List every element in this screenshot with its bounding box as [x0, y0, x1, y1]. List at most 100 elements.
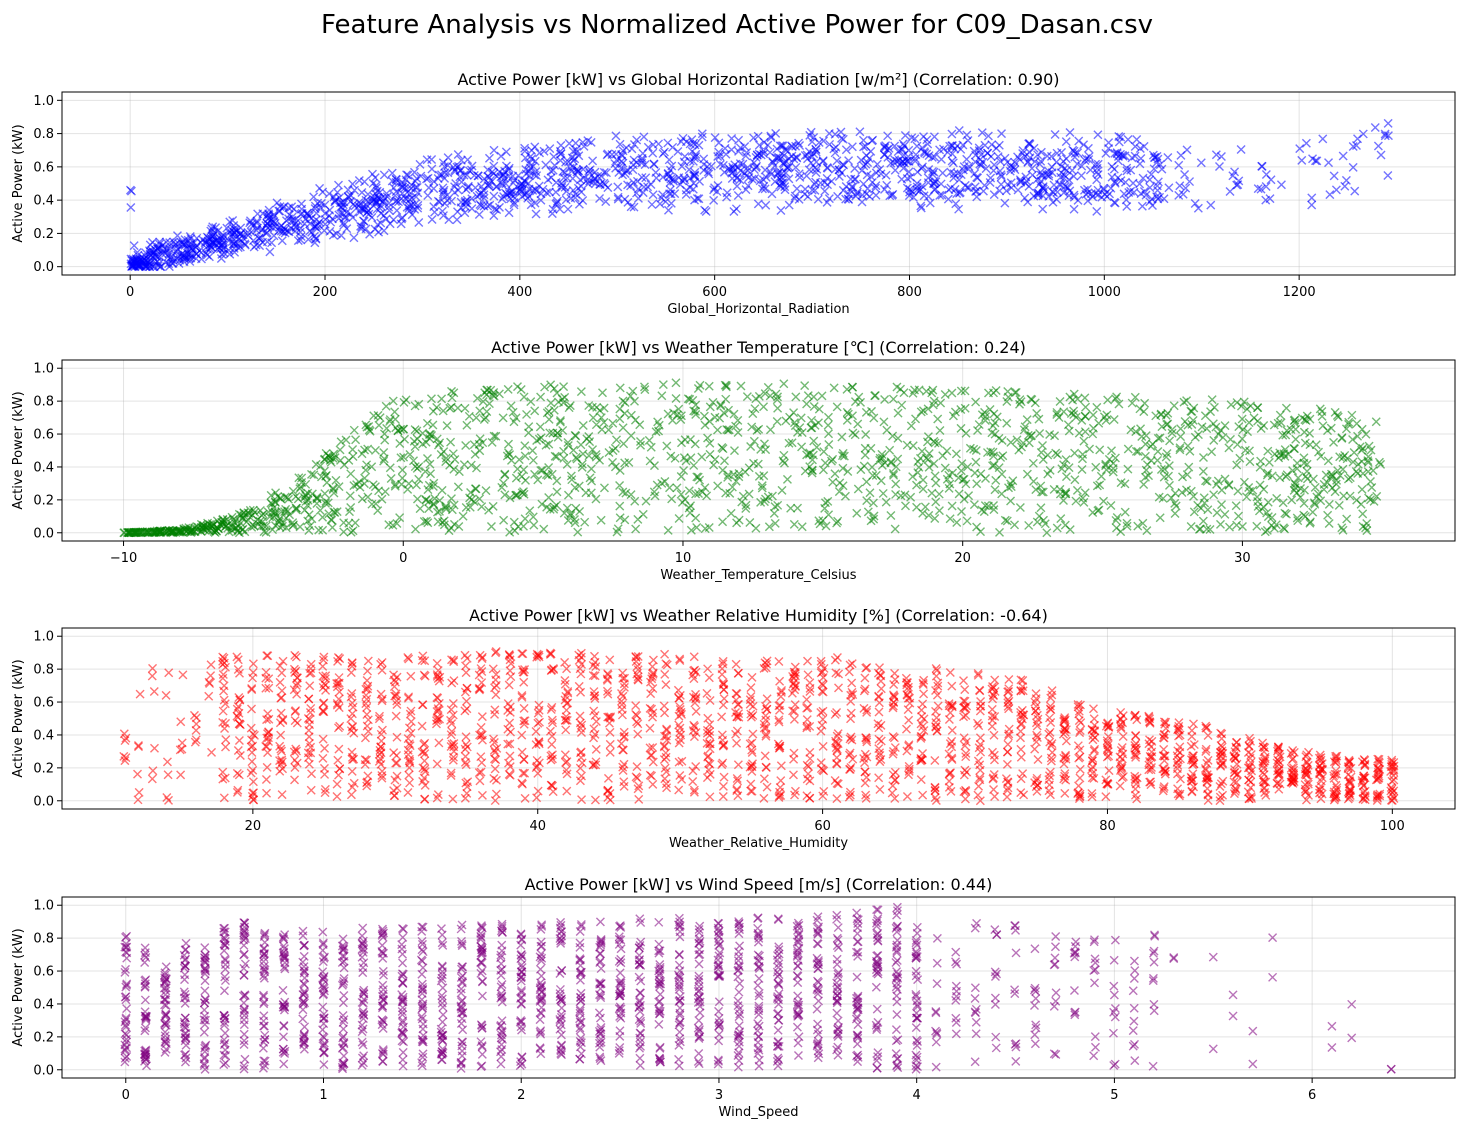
x-axis-label: Weather_Temperature_Celsius	[660, 568, 856, 583]
scatter-point	[947, 725, 957, 735]
scatter-point	[421, 495, 431, 505]
scatter-point	[660, 649, 670, 659]
scatter-point	[1042, 151, 1052, 161]
scatter-point	[791, 162, 801, 172]
scatter-point	[692, 523, 702, 533]
scatter-point	[536, 466, 546, 476]
scatter-point	[1024, 181, 1034, 191]
scatter-point	[1070, 152, 1080, 162]
scatter-point	[1123, 134, 1133, 144]
scatter-point	[732, 786, 742, 796]
scatter-point	[882, 425, 892, 435]
scatter-point	[1342, 454, 1352, 464]
scatter-point	[318, 187, 328, 197]
scatter-point	[448, 794, 458, 804]
scatter-point	[349, 425, 359, 435]
scatter-point	[320, 743, 330, 753]
scatter-point	[959, 676, 969, 686]
scatter-point	[1157, 164, 1167, 174]
scatter-point	[1383, 118, 1393, 128]
scatter-point	[491, 789, 501, 799]
scatter-point	[517, 778, 527, 788]
scatter-point	[838, 448, 848, 458]
scatter-point	[1181, 183, 1191, 193]
scatter-point	[1032, 174, 1042, 184]
scatter-point	[1095, 445, 1105, 455]
scatter-point	[777, 485, 787, 495]
scatter-point	[1053, 450, 1063, 460]
scatter-point	[920, 148, 930, 158]
scatter-point	[325, 226, 335, 236]
scatter-point	[819, 447, 829, 457]
scatter-point	[370, 189, 380, 198]
scatter-point	[126, 202, 136, 212]
scatter-point	[171, 239, 181, 249]
scatter-point	[869, 511, 879, 521]
scatter-point	[1130, 141, 1140, 151]
scatter-point	[503, 384, 513, 394]
scatter-point	[901, 724, 911, 734]
scatter-point	[994, 463, 1004, 473]
scatter-point	[1141, 439, 1151, 449]
scatter-point	[428, 482, 438, 492]
scatter-point	[129, 241, 139, 251]
scatter-point	[744, 489, 754, 499]
scatter-point	[610, 462, 620, 472]
scatter-point	[424, 504, 434, 514]
scatter-point	[155, 239, 165, 249]
scatter-point	[934, 489, 944, 499]
scatter-point	[1175, 443, 1185, 453]
scatter-point	[832, 778, 842, 788]
scatter-point	[1329, 171, 1339, 181]
scatter-point	[618, 158, 628, 168]
scatter-point	[528, 161, 538, 171]
scatter-point	[1323, 510, 1333, 520]
scatter-point	[896, 384, 906, 394]
scatter-point	[522, 409, 532, 419]
scatter-point	[1079, 436, 1089, 446]
scatter-point	[1042, 170, 1052, 180]
scatter-point	[703, 751, 713, 761]
scatter-point	[936, 154, 946, 164]
scatter-point	[1299, 498, 1309, 508]
scatter-point	[1239, 477, 1249, 487]
scatter-point	[924, 462, 934, 472]
scatter-point	[446, 437, 456, 447]
scatter-point	[930, 756, 940, 766]
scatter-point	[850, 397, 860, 407]
scatter-point	[489, 145, 499, 155]
scatter-point	[310, 201, 320, 211]
scatter-point	[1016, 788, 1026, 798]
y-axis-label: Active Power (kW)	[11, 391, 26, 509]
scatter-point	[753, 459, 763, 469]
scatter-point	[972, 479, 982, 489]
scatter-point	[916, 203, 926, 213]
scatter-point	[791, 141, 801, 151]
scatter-point	[779, 379, 789, 389]
scatter-point	[542, 188, 552, 198]
scatter-point	[659, 701, 669, 711]
scatter-point	[449, 464, 459, 474]
scatter-point	[577, 462, 587, 472]
scatter-point	[814, 516, 824, 526]
scatter-point	[452, 215, 462, 225]
scatter-point	[490, 683, 499, 693]
scatter-point	[555, 416, 565, 426]
scatter-point	[927, 166, 937, 176]
scatter-point	[1362, 526, 1372, 536]
scatter-point	[860, 450, 870, 460]
scatter-point	[608, 418, 618, 428]
scatter-point	[989, 190, 999, 200]
scatter-point	[663, 409, 673, 419]
scatter-point	[132, 260, 142, 270]
scatter-point	[287, 202, 297, 212]
scatter-point	[1080, 393, 1090, 403]
scatter-point	[639, 182, 649, 192]
scatter-point	[875, 785, 885, 794]
scatter-point	[1233, 511, 1243, 521]
scatter-point	[232, 652, 242, 662]
scatter-point	[1200, 411, 1210, 421]
scatter-point	[917, 446, 927, 456]
scatter-point	[519, 703, 529, 713]
scatter-point	[731, 659, 741, 669]
